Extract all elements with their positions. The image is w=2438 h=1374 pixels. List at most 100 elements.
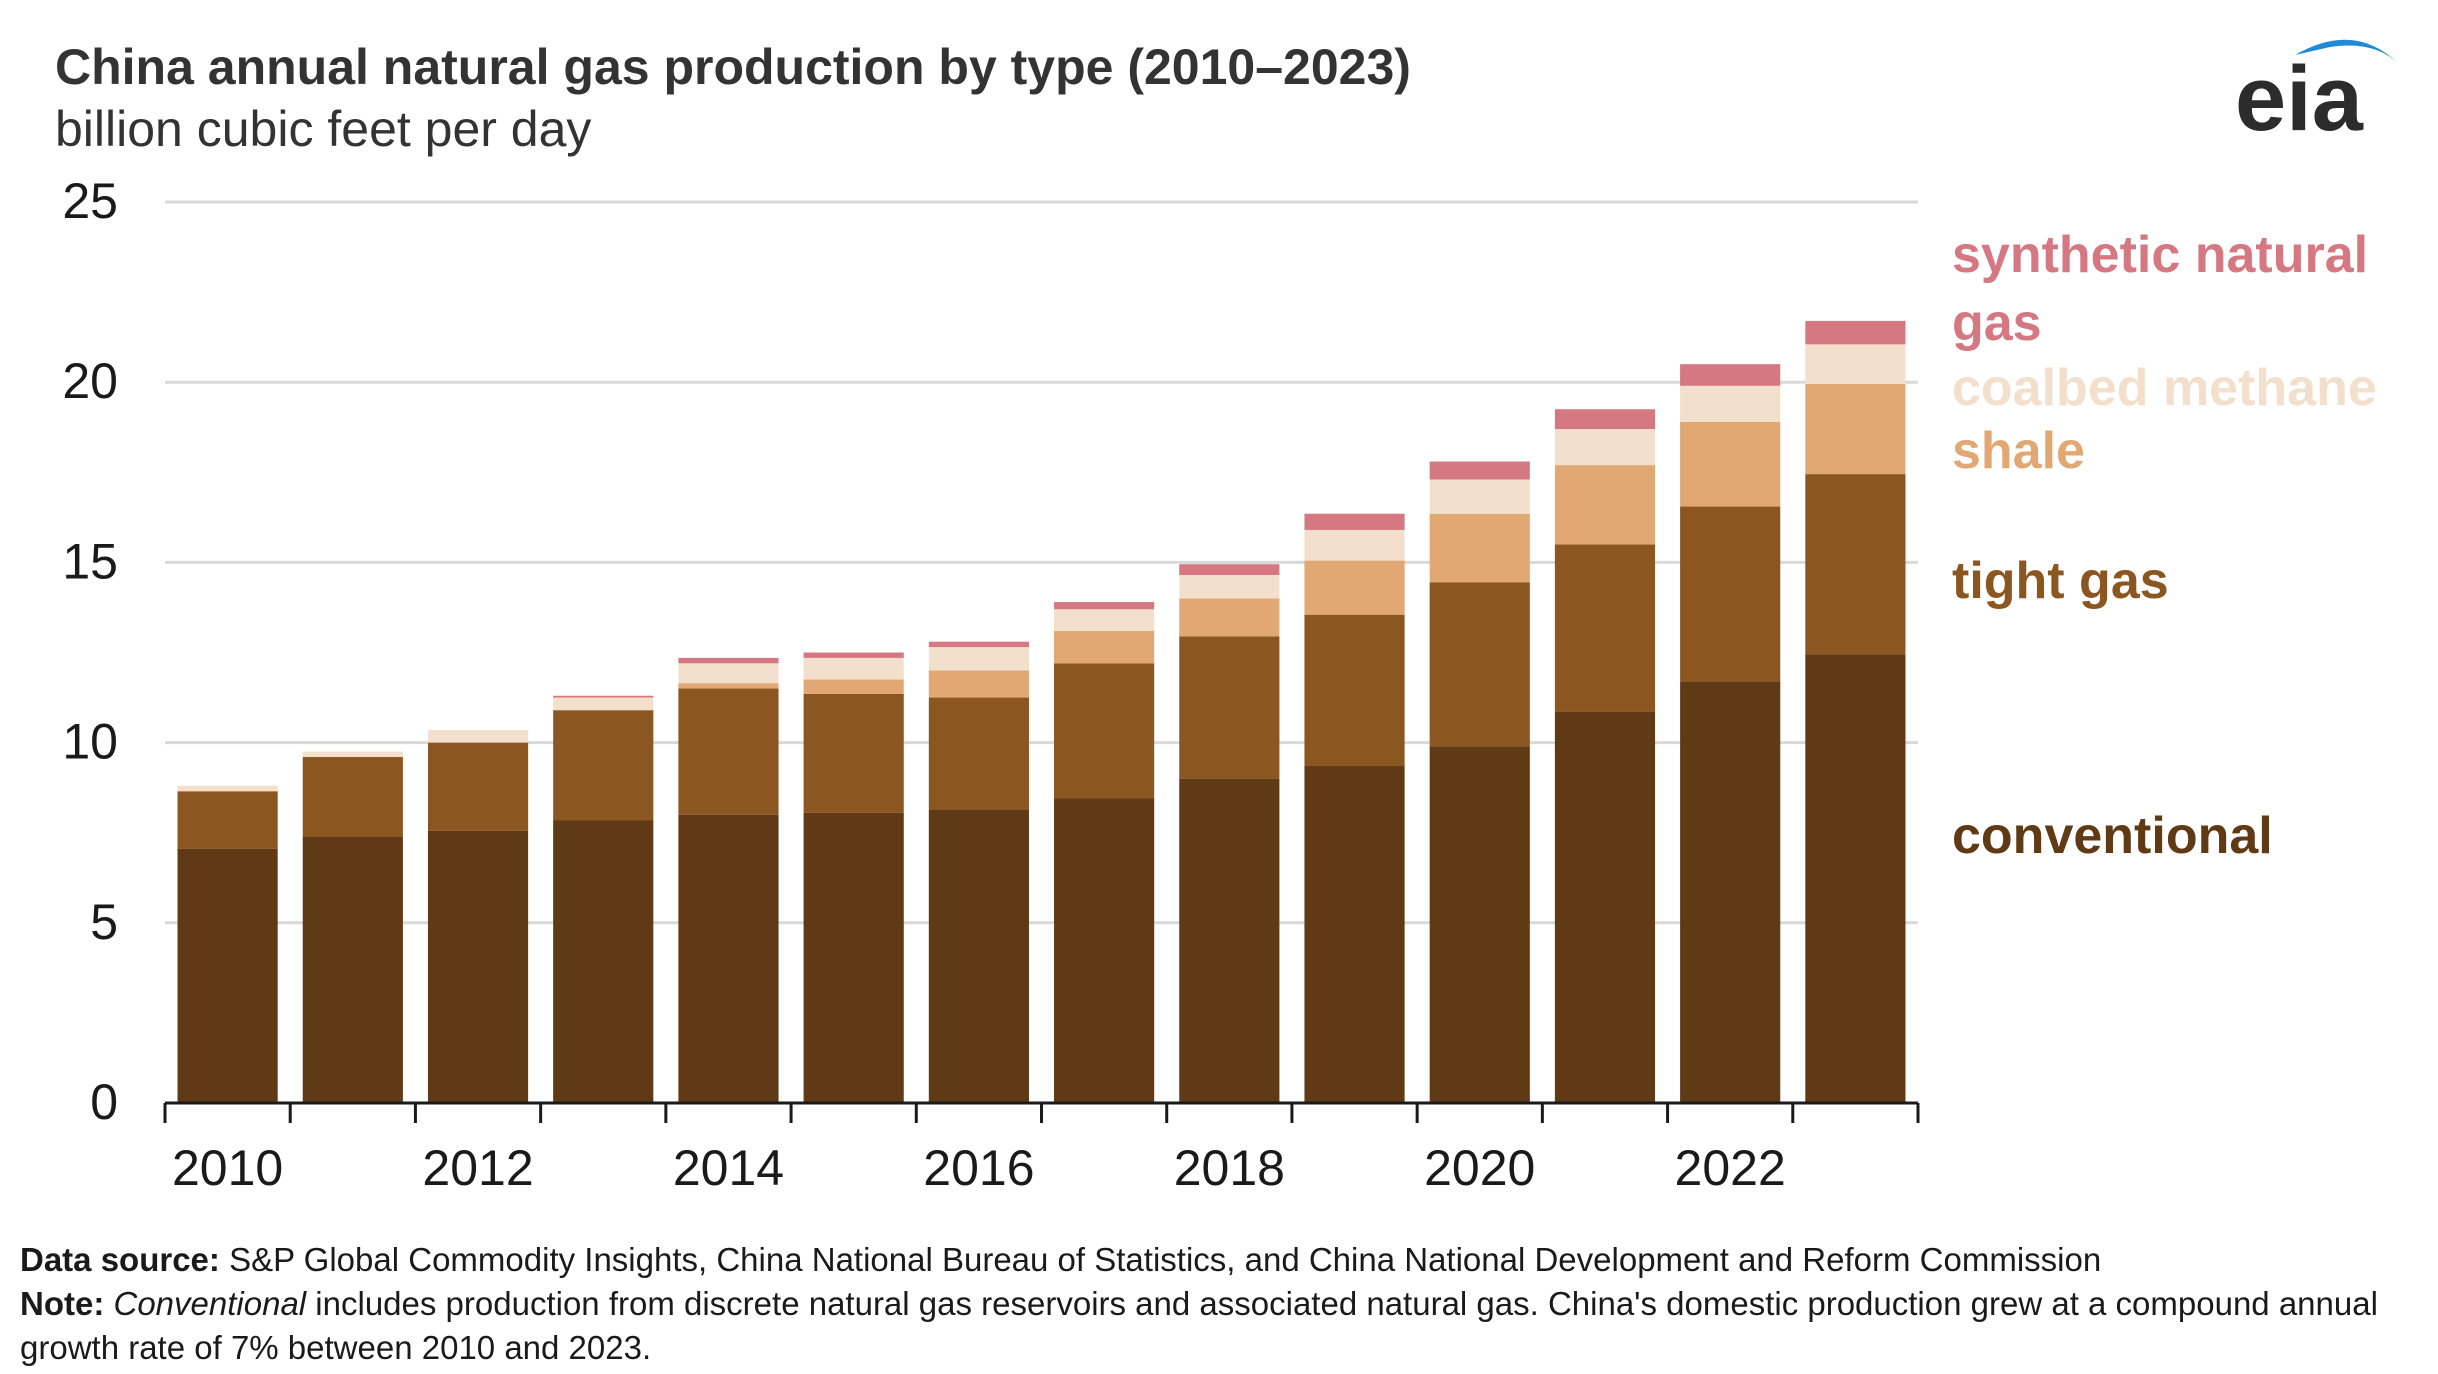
bar-synthetic_natural_gas-2017 [1054, 602, 1155, 610]
bar-tight_gas-2015 [803, 693, 904, 813]
note-italic: Conventional [113, 1285, 307, 1322]
bar-tight_gas-2020 [1429, 582, 1530, 747]
bar-conventional-2023 [1805, 654, 1906, 1103]
bar-coalbed_methane-2014 [678, 663, 779, 684]
bar-coalbed_methane-2010 [177, 785, 278, 792]
footer-notes: Data source: S&P Global Commodity Insigh… [20, 1238, 2420, 1370]
bar-synthetic_natural_gas-2013 [553, 695, 654, 698]
bar-coalbed_methane-2021 [1554, 429, 1656, 466]
bar-synthetic_natural_gas-2020 [1429, 461, 1530, 480]
x-tick-label-2022: 2022 [1675, 1140, 1786, 1196]
bar-tight_gas-2014 [678, 688, 779, 815]
legend-label-coalbed_methane: coalbed methane [1952, 359, 2377, 417]
bar-shale-2021 [1554, 465, 1656, 545]
bar-shale-2014 [678, 683, 779, 689]
bar-synthetic_natural_gas-2016 [928, 641, 1029, 648]
legend-label-shale: shale [1952, 422, 2085, 480]
bar-coalbed_methane-2019 [1304, 529, 1405, 561]
bar-tight_gas-2018 [1179, 636, 1280, 779]
bar-conventional-2021 [1554, 711, 1656, 1103]
bar-conventional-2015 [803, 812, 904, 1103]
note-line: Note: Conventional includes production f… [20, 1282, 2420, 1370]
note-text: includes production from discrete natura… [20, 1285, 2378, 1366]
x-tick-label-2020: 2020 [1424, 1140, 1535, 1196]
bar-shale-2015 [803, 679, 904, 694]
bar-coalbed_methane-2023 [1805, 344, 1906, 385]
bar-tight_gas-2010 [177, 791, 278, 849]
bar-conventional-2013 [553, 820, 654, 1103]
y-tick-label-25: 25 [62, 173, 118, 229]
eia-logo-icon: eia [2235, 39, 2400, 150]
bar-conventional-2016 [928, 809, 1029, 1103]
y-tick-label-10: 10 [62, 714, 118, 770]
bar-coalbed_methane-2013 [553, 697, 654, 711]
y-tick-labels: 0 5 10 15 20 25 [62, 173, 118, 1130]
eia-logo-text: eia [2235, 48, 2364, 150]
bar-tight_gas-2023 [1805, 474, 1906, 655]
bar-shale-2018 [1179, 598, 1280, 637]
bar-conventional-2010 [177, 848, 278, 1103]
legend-label-synthetic_natural_gas: gas [1952, 294, 2042, 352]
bar-conventional-2017 [1054, 798, 1155, 1103]
bar-synthetic_natural_gas-2022 [1680, 364, 1781, 386]
bar-tight_gas-2017 [1054, 663, 1155, 799]
note-label: Note: [20, 1285, 105, 1322]
chart-subtitle: billion cubic feet per day [55, 101, 592, 157]
bar-conventional-2011 [302, 836, 403, 1103]
legend-label-synthetic_natural_gas: synthetic natural [1952, 226, 2368, 284]
bar-coalbed_methane-2015 [803, 657, 904, 680]
bar-conventional-2020 [1429, 746, 1530, 1103]
bar-shale-2020 [1429, 513, 1530, 583]
legend-label-tight_gas: tight gas [1952, 552, 2169, 610]
bar-tight_gas-2021 [1554, 544, 1656, 712]
legend-label-conventional: conventional [1952, 807, 2273, 865]
bar-coalbed_methane-2022 [1680, 385, 1781, 422]
bar-shale-2022 [1680, 421, 1781, 507]
source-label: Data source: [20, 1241, 220, 1278]
bar-tight_gas-2022 [1680, 506, 1781, 682]
bar-conventional-2014 [678, 814, 779, 1103]
source-text: S&P Global Commodity Insights, China Nat… [219, 1241, 2102, 1278]
bar-coalbed_methane-2016 [928, 647, 1029, 671]
bar-coalbed_methane-2020 [1429, 479, 1530, 514]
bar-tight_gas-2013 [553, 710, 654, 821]
bar-tight_gas-2011 [302, 757, 403, 837]
y-tick-label-5: 5 [90, 894, 118, 950]
bar-coalbed_methane-2012 [427, 729, 529, 743]
bar-tight_gas-2019 [1304, 614, 1405, 767]
bar-shale-2016 [928, 670, 1029, 698]
y-tick-label-20: 20 [62, 353, 118, 409]
data-source-line: Data source: S&P Global Commodity Insigh… [20, 1238, 2420, 1282]
bar-shale-2019 [1304, 560, 1405, 615]
bar-conventional-2019 [1304, 766, 1405, 1103]
bar-tight_gas-2012 [427, 742, 529, 831]
bar-synthetic_natural_gas-2018 [1179, 564, 1280, 576]
x-tick-label-2016: 2016 [923, 1140, 1034, 1196]
y-tick-label-15: 15 [62, 533, 118, 589]
bar-coalbed_methane-2017 [1054, 609, 1155, 631]
eia-logo-arc [2295, 39, 2400, 65]
axes [163, 1101, 1920, 1123]
bar-synthetic_natural_gas-2023 [1805, 320, 1906, 345]
bar-conventional-2012 [427, 830, 529, 1103]
bars [177, 320, 1906, 1103]
bar-synthetic_natural_gas-2014 [678, 657, 779, 664]
bar-conventional-2018 [1179, 778, 1280, 1103]
chart-title: China annual natural gas production by t… [55, 39, 1411, 95]
bar-coalbed_methane-2018 [1179, 575, 1280, 599]
bar-synthetic_natural_gas-2015 [803, 652, 904, 658]
bar-tight_gas-2016 [928, 697, 1029, 810]
x-tick-label-2014: 2014 [673, 1140, 784, 1196]
bar-coalbed_methane-2011 [302, 751, 403, 758]
bar-conventional-2022 [1680, 681, 1781, 1103]
bar-synthetic_natural_gas-2019 [1304, 513, 1405, 530]
x-tick-label-2012: 2012 [422, 1140, 533, 1196]
x-tick-labels: 2010 2012 2014 2016 2018 2020 2022 [172, 1140, 1786, 1196]
x-tick-label-2010: 2010 [172, 1140, 283, 1196]
bar-shale-2023 [1805, 384, 1906, 475]
bar-synthetic_natural_gas-2021 [1554, 409, 1656, 430]
y-tick-label-0: 0 [90, 1074, 118, 1130]
x-tick-label-2018: 2018 [1174, 1140, 1285, 1196]
